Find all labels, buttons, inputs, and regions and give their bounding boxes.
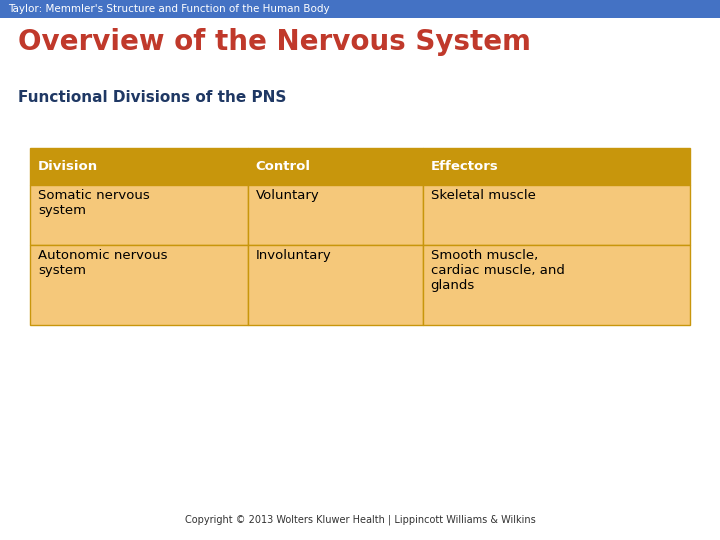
Text: Taylor: Memmler's Structure and Function of the Human Body: Taylor: Memmler's Structure and Function… xyxy=(8,4,330,14)
Text: Smooth muscle,
cardiac muscle, and
glands: Smooth muscle, cardiac muscle, and gland… xyxy=(431,249,564,292)
Bar xyxy=(30,245,248,325)
Text: Control: Control xyxy=(256,160,311,173)
Bar xyxy=(248,245,423,325)
Bar xyxy=(248,185,423,245)
Text: Autonomic nervous
system: Autonomic nervous system xyxy=(38,249,168,278)
Bar xyxy=(248,148,423,185)
Text: Effectors: Effectors xyxy=(431,160,498,173)
Text: Voluntary: Voluntary xyxy=(256,190,320,202)
Text: Copyright © 2013 Wolters Kluwer Health | Lippincott Williams & Wilkins: Copyright © 2013 Wolters Kluwer Health |… xyxy=(184,515,536,525)
Bar xyxy=(30,148,248,185)
Bar xyxy=(0,0,720,18)
Bar xyxy=(423,245,690,325)
Text: Functional Divisions of the PNS: Functional Divisions of the PNS xyxy=(18,90,287,105)
Text: Involuntary: Involuntary xyxy=(256,249,331,262)
Text: Skeletal muscle: Skeletal muscle xyxy=(431,190,536,202)
Text: Somatic nervous
system: Somatic nervous system xyxy=(38,190,150,217)
Bar xyxy=(30,185,248,245)
Text: Division: Division xyxy=(38,160,98,173)
Text: Overview of the Nervous System: Overview of the Nervous System xyxy=(18,28,531,56)
Bar xyxy=(423,185,690,245)
Bar xyxy=(423,148,690,185)
